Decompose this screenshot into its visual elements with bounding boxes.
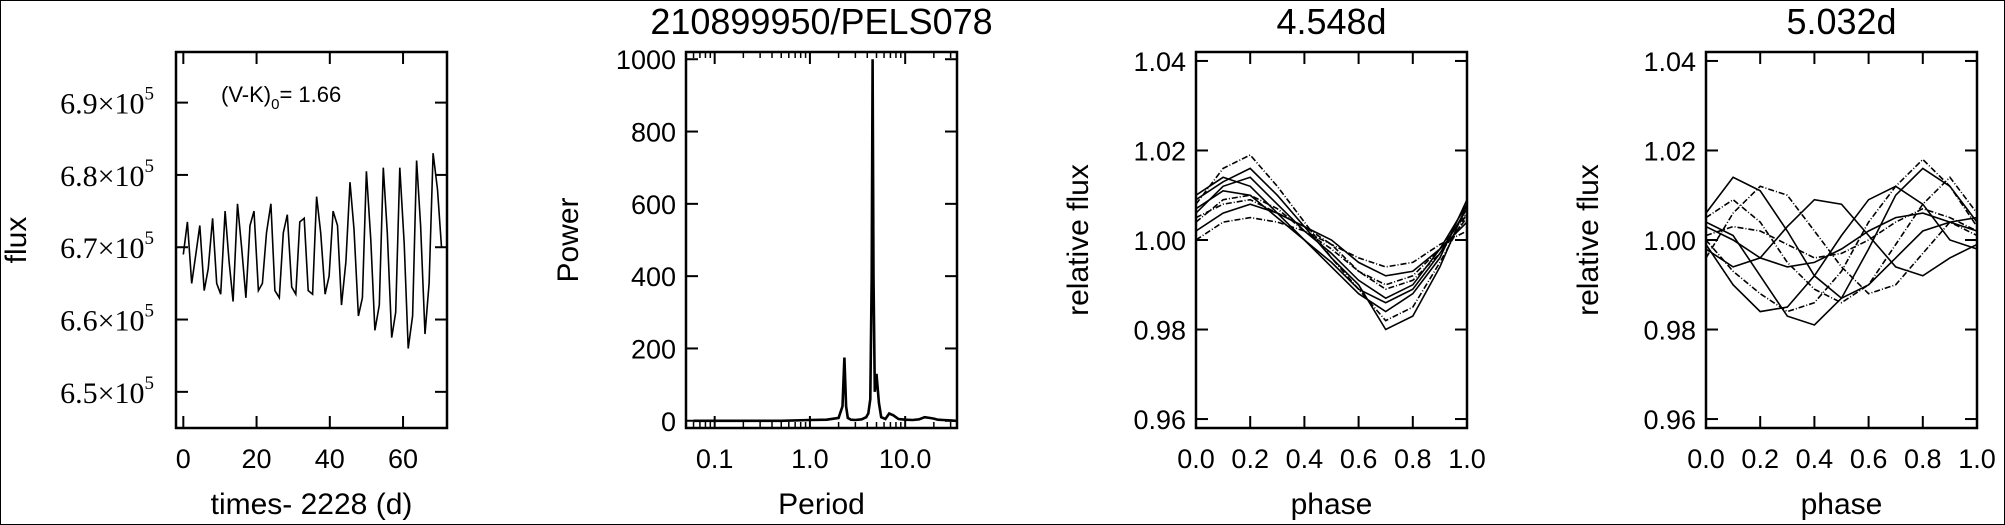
- series-line-1: [693, 59, 956, 423]
- plot-frame: [1704, 50, 1979, 430]
- x-tick-label: 1.0: [791, 444, 829, 474]
- y-tick-label: 200: [631, 334, 676, 364]
- y-axis-label: Power: [552, 197, 585, 282]
- x-axis-label: times- 2228 (d): [211, 488, 413, 521]
- x-tick-label: 60: [388, 444, 418, 474]
- y-tick-mantissa: 6.8×10: [60, 160, 144, 193]
- chart-title: 4.548d: [1276, 1, 1386, 42]
- y-tick-label: 600: [631, 190, 676, 220]
- annotation-post: = 1.66: [279, 82, 341, 107]
- y-tick-label: 6.5×105: [60, 373, 154, 410]
- y-tick-label: 0.98: [1643, 316, 1696, 346]
- y-tick-label: 6.7×105: [60, 228, 154, 265]
- y-tick-exponent: 5: [145, 156, 155, 177]
- y-tick-label: 1.00: [1133, 226, 1186, 256]
- y-tick-mantissa: 6.7×10: [60, 232, 144, 265]
- y-tick-label: 400: [631, 262, 676, 292]
- x-tick-label: 10.0: [879, 444, 932, 474]
- series-line-7: [1196, 189, 1467, 304]
- panel-3: 0.0 0.2 0.4 0.6 0.8 1.0 0.96 0.98 1.00 1.02 1.04 4.…: [1062, 1, 1486, 521]
- x-tick-label: 0.4: [1796, 444, 1834, 474]
- x-tick-label: 20: [242, 444, 272, 474]
- y-tick-label: 6.6×105: [60, 301, 154, 338]
- x-tick-label: 0: [176, 444, 191, 474]
- x-tick-label: 0.0: [1177, 444, 1215, 474]
- x-tick-label: 1.0: [1958, 444, 1996, 474]
- x-tick-label: 0.1: [696, 444, 734, 474]
- y-axis-label: relative flux: [1062, 164, 1095, 316]
- panel-4: 0.0 0.2 0.4 0.6 0.8 1.0 0.96 0.98 1.00 1.02 1.04 5.…: [1572, 1, 1996, 521]
- series-line-8: [1706, 176, 1977, 304]
- y-axis-label: relative flux: [1572, 164, 1605, 316]
- x-tick-label: 0.6: [1340, 444, 1378, 474]
- plot-frame: [684, 50, 959, 430]
- series-line-6: [1196, 216, 1467, 268]
- annotation-subscript: 0: [271, 96, 279, 113]
- y-tick-label: 1.04: [1643, 47, 1696, 77]
- plot-frame: [174, 50, 449, 430]
- chart-title: 210899950/PELS078: [650, 1, 992, 42]
- y-tick-label: 1.02: [1643, 136, 1696, 166]
- series-line-5: [1196, 176, 1467, 313]
- y-tick-mantissa: 6.6×10: [60, 305, 144, 338]
- x-tick-label: 0.6: [1850, 444, 1888, 474]
- y-axis-label: flux: [0, 217, 33, 264]
- series-line-8: [1196, 198, 1467, 286]
- series-line-2: [1706, 158, 1977, 313]
- series-line-1: [1196, 176, 1467, 300]
- y-tick-label: 0.98: [1133, 316, 1186, 346]
- y-tick-exponent: 5: [145, 301, 155, 322]
- x-axis-label: Period: [778, 488, 865, 521]
- series-line-1: [182, 153, 443, 349]
- y-tick-mantissa: 6.9×10: [60, 88, 144, 121]
- x-tick-label: 0.8: [1904, 444, 1942, 474]
- y-tick-label: 0.96: [1643, 405, 1696, 435]
- series-line-4: [1706, 185, 1977, 295]
- y-tick-mantissa: 6.5×10: [60, 377, 144, 410]
- x-axis-label: phase: [1801, 488, 1883, 521]
- y-tick-label: 6.8×105: [60, 156, 154, 193]
- x-tick-label: 1.0: [1448, 444, 1486, 474]
- panel-2: 0.1 1.0 10.0 0 200 400 600 800 1000210899950/PEL…: [552, 1, 993, 521]
- y-tick-label: 1.04: [1133, 47, 1186, 77]
- y-tick-exponent: 5: [145, 84, 155, 105]
- y-tick-exponent: 5: [145, 228, 155, 249]
- series-line-3: [1196, 203, 1467, 277]
- y-tick-label: 0.96: [1133, 405, 1186, 435]
- series-line-1: [1706, 176, 1977, 300]
- y-tick-label: 800: [631, 118, 676, 148]
- y-tick-label: 0: [661, 407, 676, 437]
- x-tick-label: 0.0: [1687, 444, 1725, 474]
- series-line-6: [1706, 207, 1977, 259]
- x-tick-label: 0.4: [1286, 444, 1324, 474]
- series-line-9: [1196, 167, 1467, 331]
- series-line-4: [1196, 194, 1467, 291]
- x-tick-label: 0.2: [1741, 444, 1779, 474]
- y-tick-exponent: 5: [145, 373, 155, 394]
- x-axis-label: phase: [1291, 488, 1373, 521]
- x-tick-label: 40: [315, 444, 345, 474]
- annotation-pre: (V-K): [221, 82, 271, 107]
- series-line-2: [1196, 154, 1467, 322]
- panel-1: 0 20 40 606.5×1056.6×1056.7×1056.8×1056.9×1…: [0, 50, 449, 521]
- chart-title: 5.032d: [1786, 1, 1896, 42]
- y-tick-label: 6.9×105: [60, 84, 154, 121]
- x-tick-label: 0.8: [1394, 444, 1432, 474]
- series-line-7: [1706, 198, 1977, 277]
- series-line-9: [1706, 185, 1977, 313]
- y-tick-label: 1.00: [1643, 226, 1696, 256]
- series-line-5: [1706, 167, 1977, 326]
- y-tick-label: 1000: [616, 45, 676, 75]
- color-index-annotation: (V-K)0= 1.66: [221, 82, 341, 113]
- x-tick-label: 0.2: [1231, 444, 1269, 474]
- y-tick-label: 1.02: [1133, 136, 1186, 166]
